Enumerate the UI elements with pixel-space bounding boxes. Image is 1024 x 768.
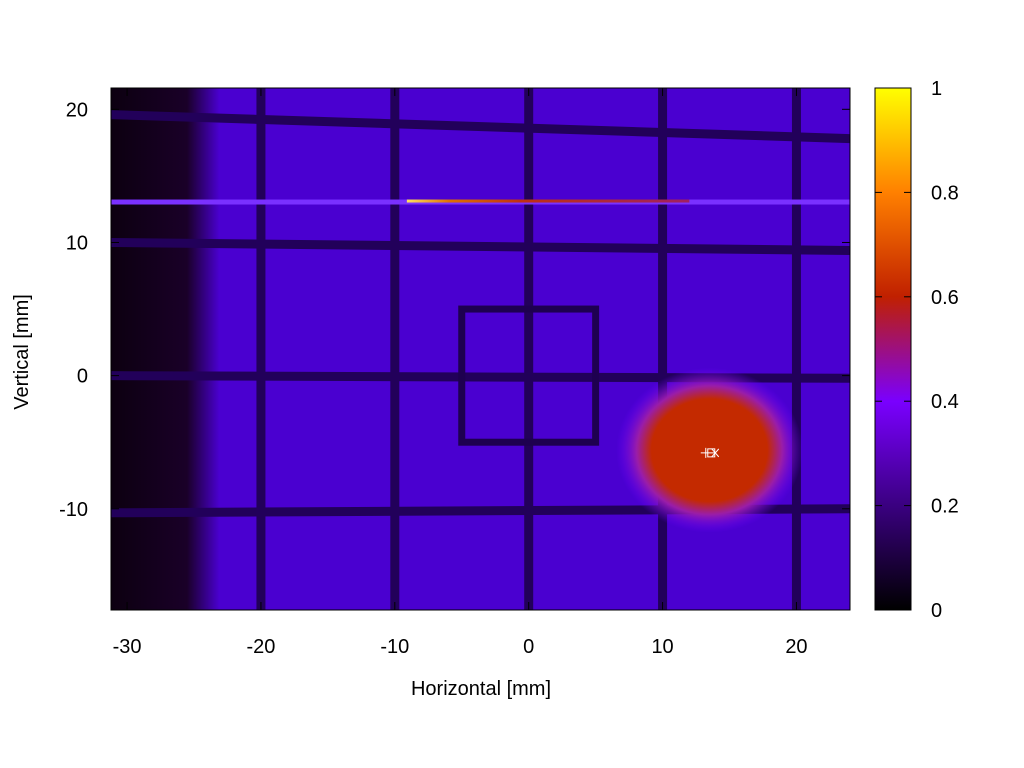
grid-line-horizontal <box>111 110 850 144</box>
colorbar-tick-label: 0.4 <box>931 391 959 413</box>
grid-line-horizontal <box>111 237 850 255</box>
marker-x-2 <box>711 448 720 458</box>
x-tick-label: 20 <box>785 636 807 658</box>
y-tick-label: 0 <box>77 366 88 388</box>
colorbar-tick-label: 0.2 <box>931 496 959 518</box>
x-tick-label: 10 <box>651 636 673 658</box>
x-tick-label: 0 <box>523 636 534 658</box>
y-tick-label: 10 <box>66 232 88 254</box>
x-tick-label: -30 <box>113 636 142 658</box>
x-tick-label: -10 <box>380 636 409 658</box>
dark-edge-region <box>111 88 220 610</box>
plot-area <box>111 88 850 610</box>
x-axis: -30 -20 -10 0 10 20 <box>113 88 808 658</box>
x-axis-title: Horizontal [mm] <box>411 678 551 700</box>
colorbar-tick-label: 1 <box>931 78 942 100</box>
colorbar-axis: 0 0.2 0.4 0.6 0.8 1 <box>875 78 959 622</box>
colorbar-tick-label: 0.6 <box>931 287 959 309</box>
marked-square <box>458 305 600 446</box>
heatmap-background <box>111 88 850 610</box>
x-tick-label: -20 <box>246 636 275 658</box>
colorbar-tick-label: 0 <box>931 600 942 622</box>
plot-frame <box>110 87 851 611</box>
y-tick-label: 20 <box>66 99 88 121</box>
hot-spot <box>616 367 803 533</box>
y-axis-title: Vertical [mm] <box>11 294 33 410</box>
streak-bright-segment <box>406 199 690 203</box>
colorbar <box>874 87 912 611</box>
y-tick-label: -10 <box>59 499 88 521</box>
beam-center-marker <box>700 447 720 458</box>
y-axis: -10 0 10 20 <box>59 99 850 521</box>
colorbar-tick-label: 0.8 <box>931 182 959 204</box>
